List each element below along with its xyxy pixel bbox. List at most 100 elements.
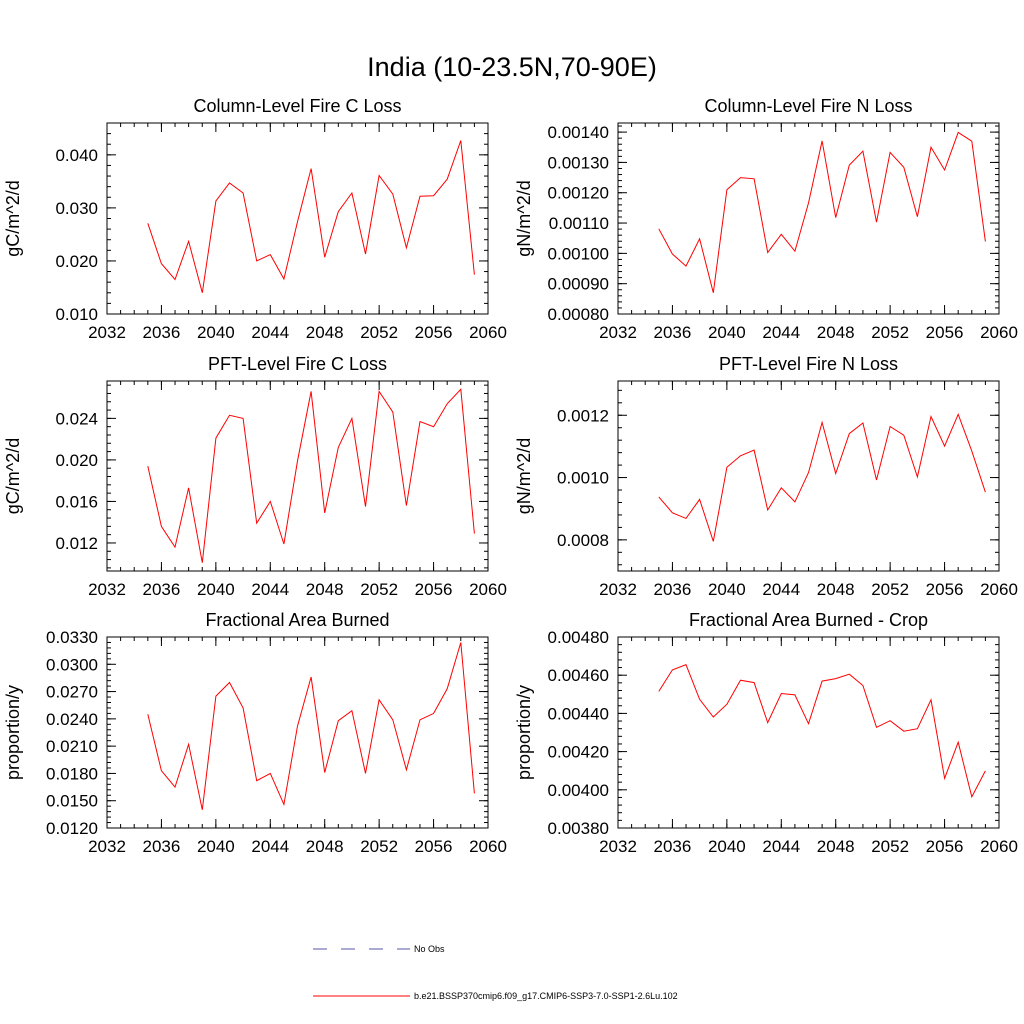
series-line [658, 664, 986, 799]
y-tick-label: 0.00120 [548, 184, 609, 203]
y-tick-label: 0.016 [55, 492, 98, 511]
x-tick-label: 2036 [143, 580, 181, 599]
x-tick-label: 2048 [817, 837, 855, 856]
y-axis-label: gC/m^2/d [3, 180, 23, 256]
x-tick-label: 2048 [817, 323, 855, 342]
x-tick-label: 2044 [762, 580, 800, 599]
chart-panel-2: 2032 2036 2040 2044 2048 2052 2056 2060 0.00080 0… [514, 96, 1018, 342]
x-tick-label: 2056 [926, 580, 964, 599]
x-tick-label: 2052 [871, 837, 909, 856]
y-tick-label: 0.0240 [46, 710, 98, 729]
y-tick-label: 0.012 [55, 534, 98, 553]
legend: No Obs b.e21.BSSP370cmip6.f09_g17.CMIP6-… [313, 944, 678, 1001]
x-tick-label: 2052 [360, 323, 398, 342]
x-tick-label: 2060 [469, 837, 507, 856]
chart-panel-5: 2032 2036 2040 2044 2048 2052 2056 2060 0.0120 0.… [3, 610, 507, 856]
y-tick-label: 0.0270 [46, 683, 98, 702]
y-tick-label: 0.0330 [46, 628, 98, 647]
y-tick-label: 0.00090 [548, 275, 609, 294]
x-tick-label: 2040 [708, 580, 746, 599]
x-tick-label: 2056 [415, 580, 453, 599]
y-tick-label: 0.00140 [548, 123, 609, 142]
y-axis-label: proportion/y [514, 685, 534, 780]
y-tick-label: 0.0012 [557, 406, 609, 425]
x-tick-label: 2040 [197, 837, 235, 856]
y-tick-label: 0.00100 [548, 244, 609, 263]
plot-frame [617, 122, 1000, 315]
y-tick-label: 0.0210 [46, 737, 98, 756]
y-tick-label: 0.00460 [548, 666, 609, 685]
x-tick-label: 2060 [469, 323, 507, 342]
x-tick-label: 2032 [599, 323, 637, 342]
y-tick-label: 0.00110 [549, 214, 609, 233]
legend-label-no-obs: No Obs [414, 944, 445, 954]
series-line [147, 388, 475, 563]
x-tick-label: 2052 [360, 837, 398, 856]
x-tick-label: 2036 [654, 580, 692, 599]
plot-frame [106, 122, 489, 315]
x-tick-label: 2036 [654, 837, 692, 856]
x-tick-label: 2040 [197, 323, 235, 342]
chart-panel-1: 2032 2036 2040 2044 2048 2052 2056 2060 0.010 0.0… [3, 96, 507, 342]
x-tick-label: 2044 [251, 837, 289, 856]
y-tick-label: 0.0008 [557, 531, 609, 550]
y-tick-label: 0.040 [55, 146, 98, 165]
y-tick-label: 0.00440 [548, 704, 609, 723]
x-tick-label: 2036 [143, 323, 181, 342]
x-tick-label: 2052 [871, 580, 909, 599]
panel-title: Column-Level Fire N Loss [704, 96, 912, 116]
x-tick-label: 2052 [871, 323, 909, 342]
x-tick-label: 2044 [251, 580, 289, 599]
y-tick-label: 0.020 [55, 451, 98, 470]
plot-frame [617, 380, 1000, 572]
x-tick-label: 2052 [360, 580, 398, 599]
y-tick-label: 0.00420 [548, 743, 609, 762]
x-tick-label: 2056 [926, 837, 964, 856]
x-tick-label: 2032 [599, 580, 637, 599]
legend-label-model-run: b.e21.BSSP370cmip6.f09_g17.CMIP6-SSP3-7.… [414, 991, 678, 1001]
x-tick-label: 2060 [980, 837, 1018, 856]
panel-title: Fractional Area Burned - Crop [689, 610, 928, 630]
x-tick-label: 2032 [88, 580, 126, 599]
y-tick-label: 0.00080 [548, 305, 609, 324]
y-tick-label: 0.00480 [548, 628, 609, 647]
x-tick-label: 2044 [762, 837, 800, 856]
x-tick-label: 2036 [654, 323, 692, 342]
y-axis-label: gN/m^2/d [514, 180, 534, 256]
chart-panels: 2032 2036 2040 2044 2048 2052 2056 2060 0.010 0.0… [3, 96, 1018, 856]
y-tick-label: 0.024 [55, 409, 98, 428]
y-tick-label: 0.0180 [46, 764, 98, 783]
x-tick-label: 2056 [415, 837, 453, 856]
x-tick-label: 2044 [762, 323, 800, 342]
x-tick-label: 2032 [88, 323, 126, 342]
x-tick-label: 2048 [306, 580, 344, 599]
x-tick-label: 2040 [197, 580, 235, 599]
plot-frame [106, 636, 489, 829]
series-line [147, 642, 475, 810]
x-tick-label: 2060 [980, 580, 1018, 599]
chart-panel-6: 2032 2036 2040 2044 2048 2052 2056 2060 0.00380 0… [514, 610, 1018, 856]
x-tick-label: 2040 [708, 323, 746, 342]
chart-panel-4: 2032 2036 2040 2044 2048 2052 2056 2060 0.0008 0.… [514, 354, 1018, 599]
panel-title: PFT-Level Fire C Loss [208, 354, 387, 374]
panel-title: Fractional Area Burned [205, 610, 389, 630]
chart-panel-3: 2032 2036 2040 2044 2048 2052 2056 2060 0.012 0.0… [3, 354, 507, 599]
y-axis-label: proportion/y [3, 685, 23, 780]
series-line [658, 412, 986, 542]
x-tick-label: 2032 [88, 837, 126, 856]
panel-title: Column-Level Fire C Loss [193, 96, 401, 116]
y-tick-label: 0.0010 [557, 469, 609, 488]
x-tick-label: 2056 [926, 323, 964, 342]
y-tick-label: 0.0150 [46, 792, 98, 811]
x-tick-label: 2060 [469, 580, 507, 599]
x-tick-label: 2036 [143, 837, 181, 856]
y-tick-label: 0.00400 [548, 781, 609, 800]
series-line [658, 131, 986, 293]
page-title: India (10-23.5N,70-90E) [367, 52, 657, 82]
x-tick-label: 2048 [817, 580, 855, 599]
y-tick-label: 0.0120 [46, 819, 98, 838]
y-tick-label: 0.0300 [46, 655, 98, 674]
x-tick-label: 2040 [708, 837, 746, 856]
series-line [147, 140, 475, 293]
